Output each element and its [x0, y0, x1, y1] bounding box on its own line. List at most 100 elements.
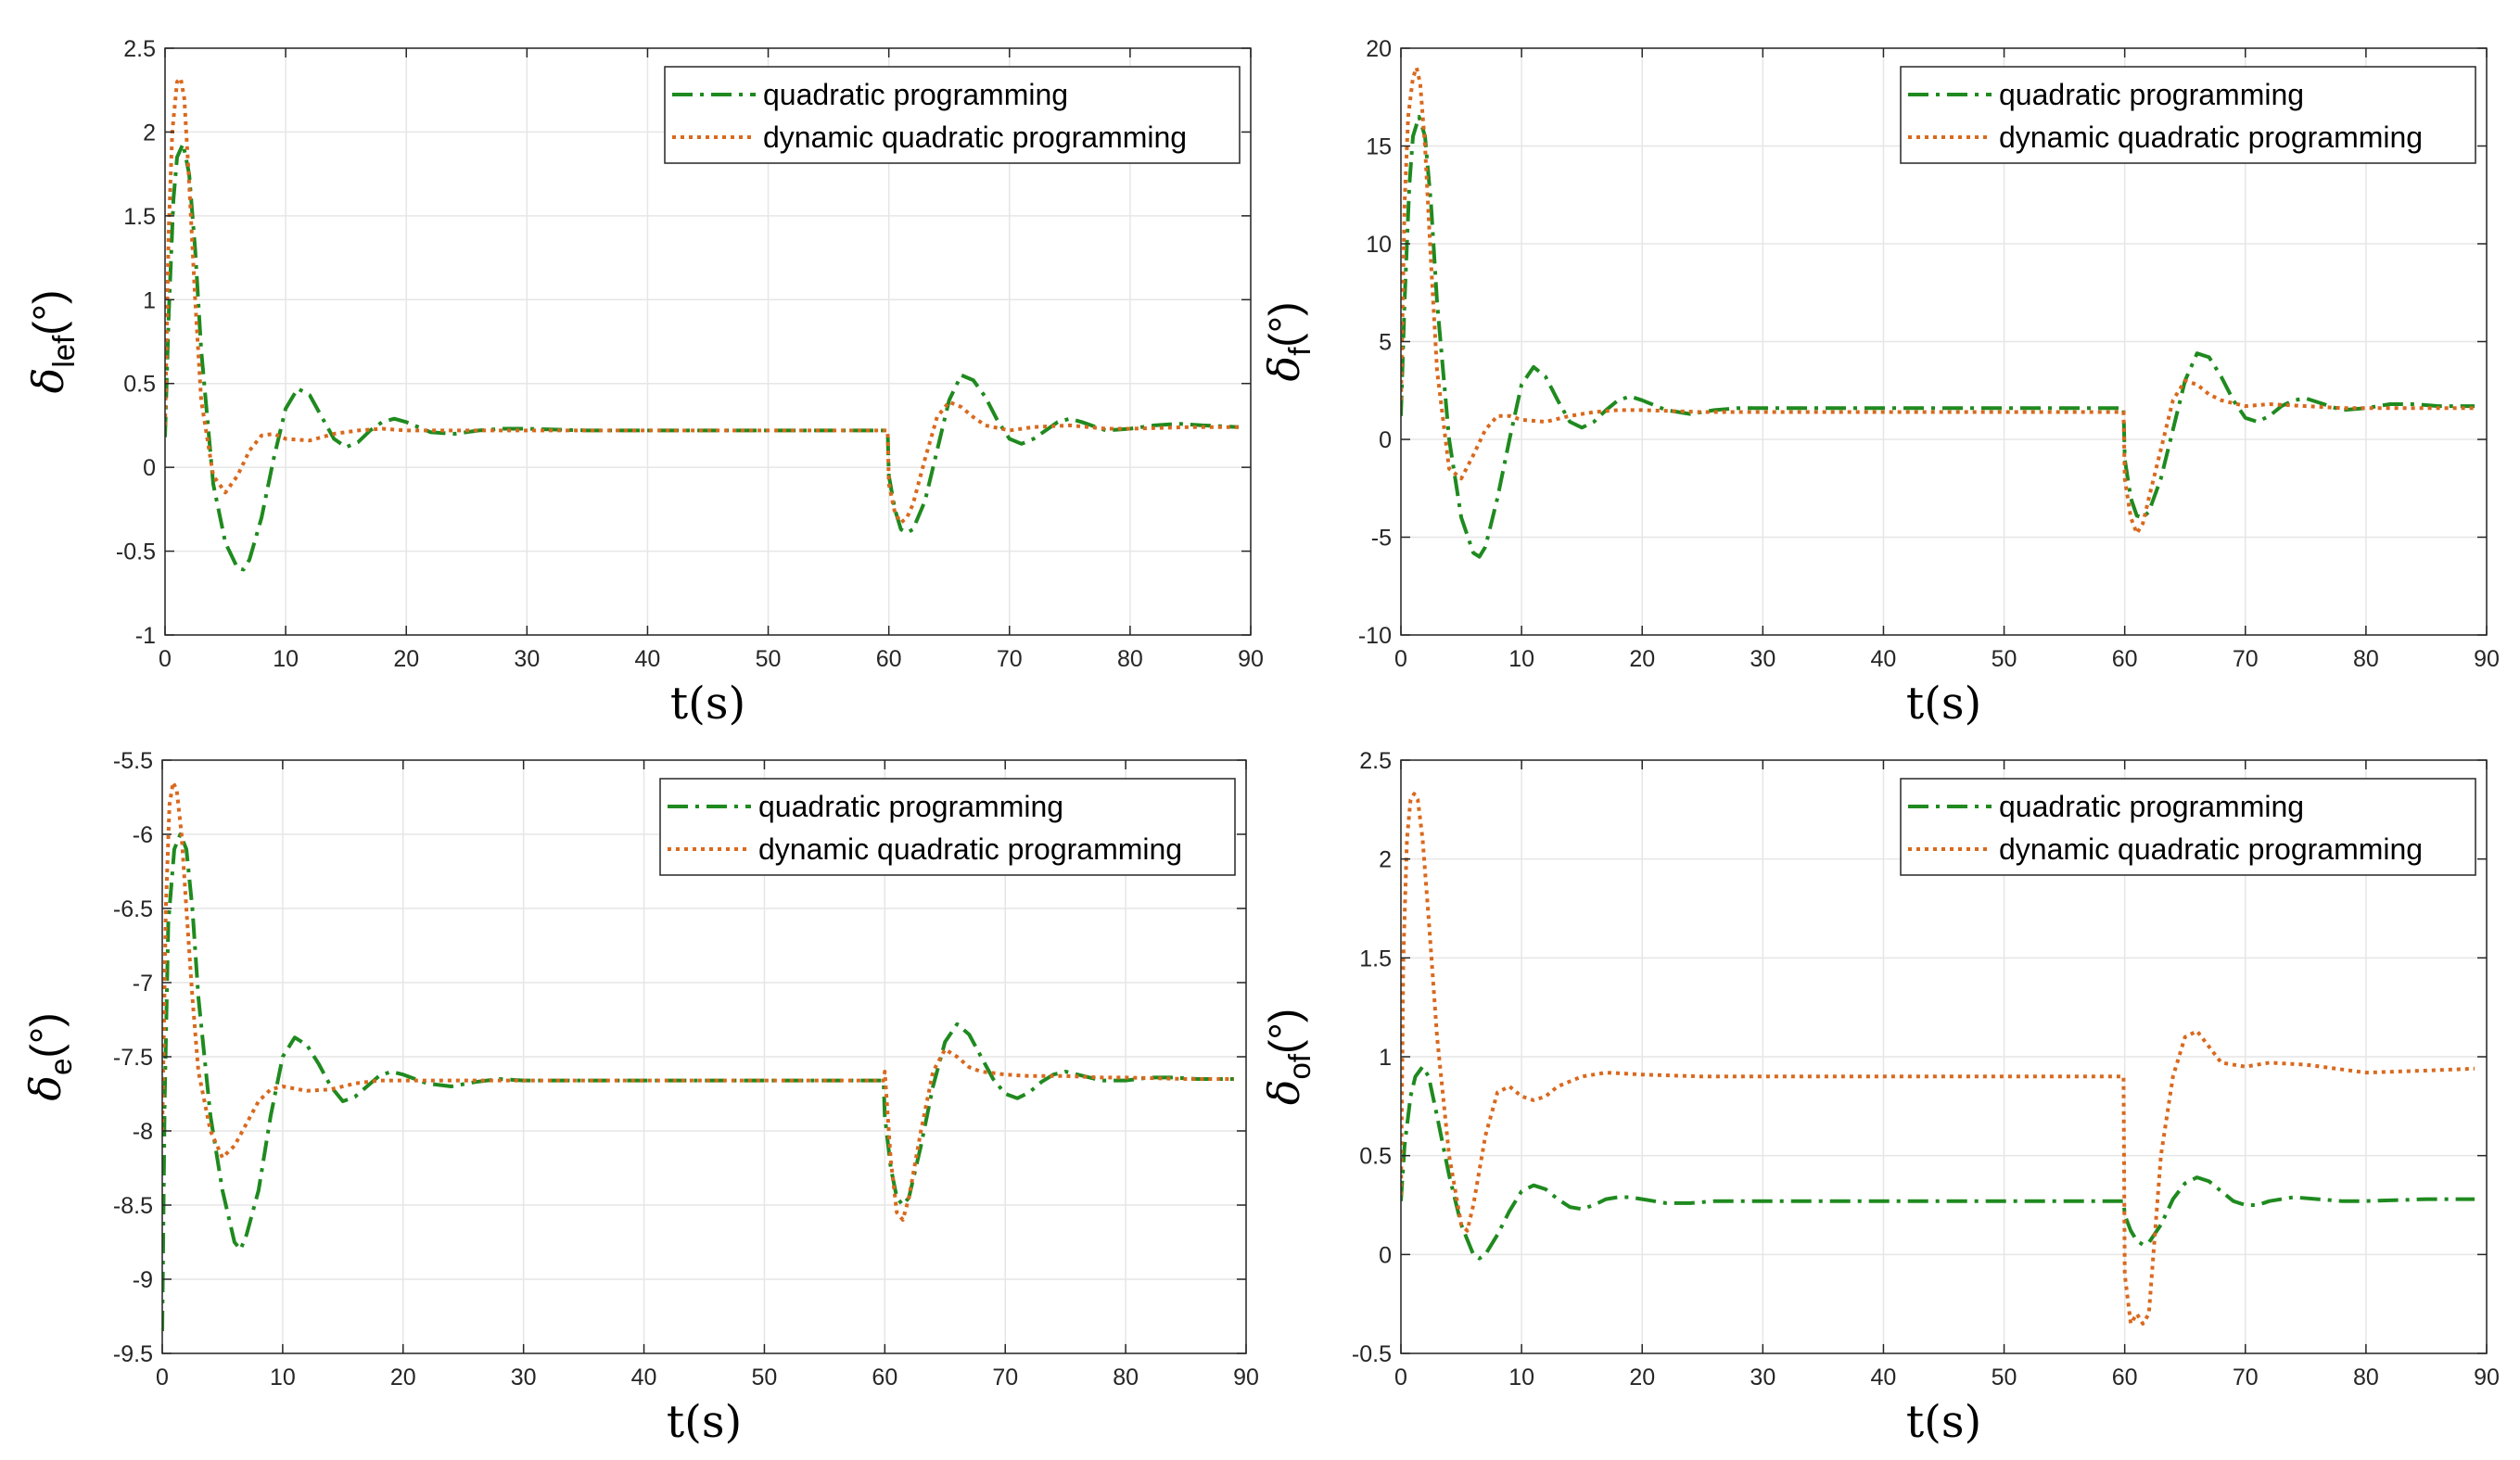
- series-line-dqp: [165, 76, 1239, 525]
- x-tick-label: 30: [511, 1365, 537, 1390]
- y-tick-label: 1: [143, 287, 156, 313]
- x-tick-label: 60: [2112, 1365, 2138, 1390]
- y-tick-label: -8: [133, 1119, 153, 1145]
- y-tick-label: 0: [143, 455, 156, 481]
- x-tick-label: 90: [2474, 646, 2500, 672]
- series-line-dqp: [1401, 66, 2475, 536]
- legend-box: [1900, 778, 2476, 876]
- y-tick-label: -9.5: [113, 1341, 153, 1367]
- legend: quadratic programming dynamic quadratic p…: [1900, 66, 2476, 164]
- x-tick-label: 90: [2474, 1365, 2500, 1390]
- x-axis-label: t(s): [1906, 1396, 1981, 1448]
- x-tick-label: 70: [2233, 646, 2259, 672]
- x-tick-label: 10: [270, 1365, 296, 1390]
- series-group: [162, 781, 1234, 1332]
- ticks: 0 10 20 30 40 50 60 70 80 90 -9.5 -9 -8.5 -8 -7.5 -7 -6.…: [113, 748, 1259, 1390]
- y-tick-label: 5: [1379, 330, 1392, 356]
- series-line-qp: [1401, 1064, 2475, 1261]
- y-tick-label: 2: [1379, 847, 1392, 873]
- x-tick-label: 10: [1508, 646, 1534, 672]
- y-axis-label: δlef(°): [23, 290, 81, 394]
- y-tick-label: 0.5: [123, 372, 156, 398]
- x-tick-label: 90: [1238, 646, 1264, 672]
- x-tick-label: 80: [2353, 646, 2379, 672]
- series-line-qp: [1401, 114, 2475, 559]
- x-tick-label: 50: [752, 1365, 778, 1390]
- legend-label-dqp: dynamic quadratic programming: [758, 832, 1182, 866]
- x-tick-label: 20: [1629, 646, 1655, 672]
- y-tick-label: -7: [133, 971, 153, 997]
- y-tick-label: -8.5: [113, 1193, 153, 1219]
- x-tick-label: 40: [1871, 646, 1897, 672]
- y-tick-label: 20: [1366, 36, 1392, 62]
- y-tick-label: -6: [133, 822, 153, 848]
- x-tick-label: 10: [273, 646, 299, 672]
- legend: quadratic programming dynamic quadratic p…: [659, 778, 1236, 876]
- x-tick-label: 60: [876, 646, 902, 672]
- x-tick-label: 30: [514, 646, 540, 672]
- y-tick-label: 0: [1379, 427, 1392, 453]
- legend-label-dqp: dynamic quadratic programming: [763, 121, 1187, 154]
- series-line-dqp: [162, 781, 1234, 1222]
- x-tick-label: 60: [872, 1365, 897, 1390]
- legend-label-dqp: dynamic quadratic programming: [1999, 832, 2423, 866]
- y-axis-label: δf(°): [1259, 302, 1317, 382]
- ticks: 0 10 20 30 40 50 60 70 80 90 -10 -5 0 5 10 15 20: [1358, 36, 2500, 672]
- y-tick-label: -0.5: [116, 540, 156, 565]
- x-tick-label: 90: [1233, 1365, 1259, 1390]
- chart-e: 0 10 20 30 40 50 60 70 80 90 -9.5 -9 -8.5 -8 -7.5 -7 -6.…: [20, 748, 1259, 1448]
- legend-label-qp: quadratic programming: [1999, 78, 2304, 111]
- y-label-subscript: f: [1282, 347, 1317, 356]
- y-tick-label: 2.5: [1359, 748, 1392, 774]
- y-tick-label: 1.5: [1359, 946, 1392, 971]
- x-tick-label: 50: [1992, 646, 2017, 672]
- y-tick-label: 0.5: [1359, 1144, 1392, 1170]
- x-tick-label: 40: [1871, 1365, 1897, 1390]
- legend-box: [659, 778, 1236, 876]
- y-tick-label: 1: [1379, 1045, 1392, 1071]
- chart-lef: 0 10 20 30 40 50 60 70 80 90 -1 -0.5 0 0.5 1 1.5 2 2.5 t(s…: [23, 36, 1264, 730]
- y-tick-label: 10: [1366, 232, 1392, 258]
- x-tick-label: 0: [1394, 1365, 1407, 1390]
- x-tick-label: 20: [393, 646, 419, 672]
- y-tick-label: -10: [1358, 623, 1392, 649]
- x-tick-label: 80: [1117, 646, 1143, 672]
- x-tick-label: 80: [1113, 1365, 1139, 1390]
- x-tick-label: 30: [1750, 1365, 1775, 1390]
- y-label-unit: (°): [1260, 1009, 1308, 1054]
- x-tick-label: 10: [1508, 1365, 1534, 1390]
- legend: quadratic programming dynamic quadratic p…: [1900, 778, 2476, 876]
- x-tick-label: 70: [2233, 1365, 2259, 1390]
- y-tick-label: 2: [143, 120, 156, 146]
- y-tick-label: 1.5: [123, 204, 156, 230]
- axes-box: [164, 47, 1252, 636]
- x-tick-label: 80: [2353, 1365, 2379, 1390]
- y-label-subscript: lef: [46, 335, 81, 368]
- x-tick-label: 20: [1629, 1365, 1655, 1390]
- series-group: [1401, 792, 2475, 1326]
- x-tick-label: 50: [1992, 1365, 2017, 1390]
- chart-f: 0 10 20 30 40 50 60 70 80 90 -10 -5 0 5 10 15 20 t(s) δf(°…: [1259, 36, 2500, 730]
- y-label-symbol: δ: [20, 1075, 70, 1101]
- x-axis-label: t(s): [667, 1396, 742, 1448]
- x-axis-label: t(s): [1906, 678, 1981, 730]
- y-tick-label: -5: [1371, 526, 1392, 552]
- series-line-qp: [165, 142, 1240, 572]
- y-label-unit: (°): [1260, 302, 1308, 348]
- legend-box: [664, 66, 1241, 164]
- legend: quadratic programming dynamic quadratic p…: [664, 66, 1241, 164]
- x-tick-label: 30: [1750, 646, 1775, 672]
- legend-label-qp: quadratic programming: [1999, 790, 2304, 823]
- x-tick-label: 70: [997, 646, 1023, 672]
- y-label-symbol: δ: [23, 368, 73, 394]
- x-tick-label: 40: [631, 1365, 657, 1390]
- series-line-qp: [162, 832, 1234, 1332]
- x-tick-label: 40: [635, 646, 661, 672]
- y-tick-label: 15: [1366, 134, 1392, 160]
- y-tick-label: -1: [135, 623, 156, 649]
- series-line-dqp: [1401, 792, 2475, 1326]
- ticks: 0 10 20 30 40 50 60 70 80 90-0.500.511.522.5: [1352, 748, 2500, 1390]
- x-tick-label: 0: [1394, 646, 1407, 672]
- y-label-symbol: δ: [1259, 356, 1309, 382]
